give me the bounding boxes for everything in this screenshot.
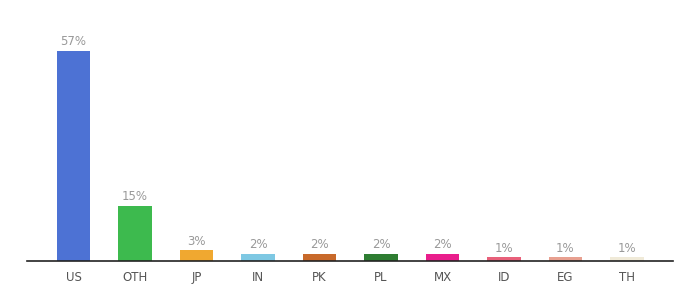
Bar <box>118 206 152 261</box>
Text: 3%: 3% <box>187 235 206 248</box>
Bar <box>56 50 90 261</box>
Bar <box>241 254 275 261</box>
Text: 57%: 57% <box>61 35 86 48</box>
Bar <box>303 254 337 261</box>
Text: 2%: 2% <box>433 238 452 251</box>
Text: 1%: 1% <box>556 242 575 255</box>
Bar <box>364 254 398 261</box>
Text: 1%: 1% <box>617 242 636 255</box>
Bar <box>426 254 460 261</box>
Text: 2%: 2% <box>310 238 328 251</box>
Text: 15%: 15% <box>122 190 148 203</box>
Bar <box>610 257 644 261</box>
Text: 2%: 2% <box>249 238 267 251</box>
Text: 1%: 1% <box>494 242 513 255</box>
Bar <box>180 250 214 261</box>
Bar <box>487 257 521 261</box>
Text: 2%: 2% <box>372 238 390 251</box>
Bar <box>549 257 582 261</box>
